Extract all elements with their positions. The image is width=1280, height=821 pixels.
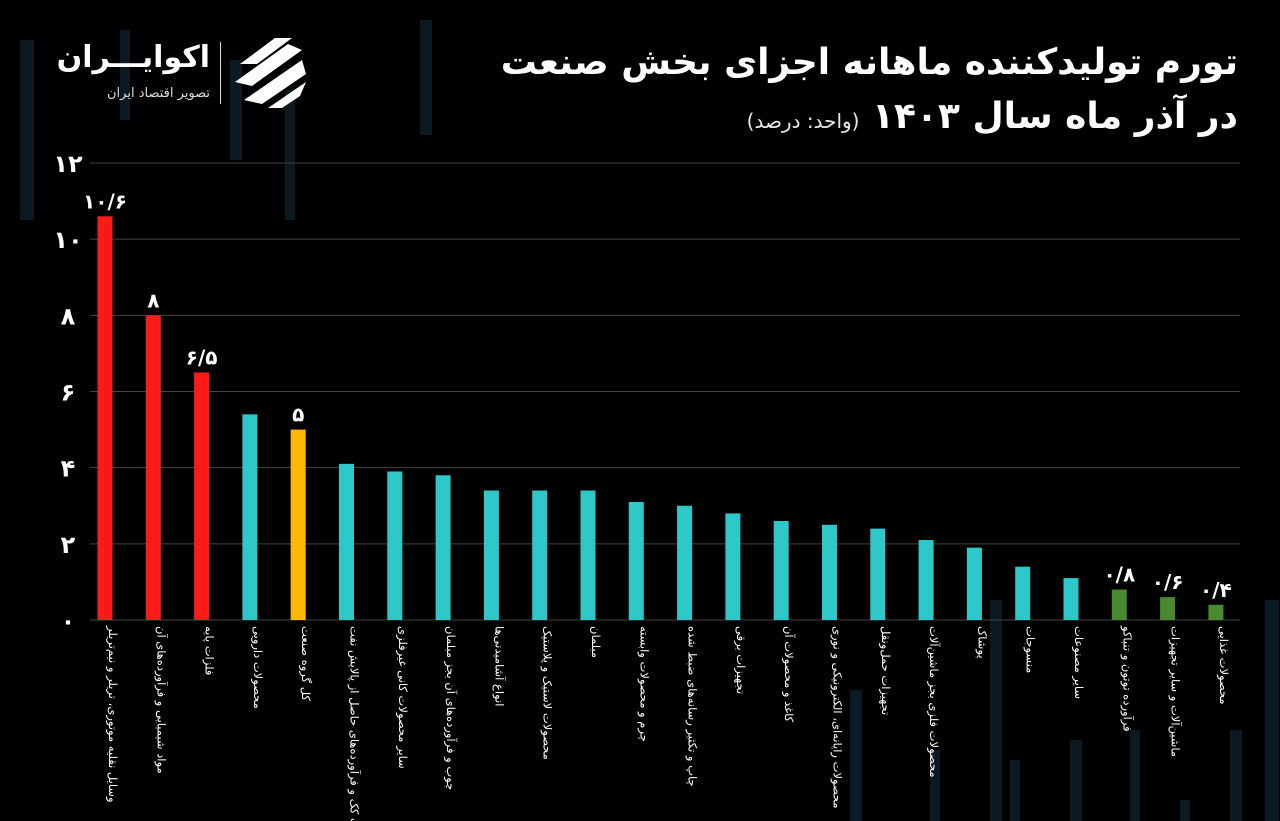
- bar: [1160, 597, 1176, 620]
- bar: [918, 540, 934, 620]
- data-label: ۵: [292, 403, 304, 427]
- bar: [483, 490, 499, 620]
- logo: اکوایـــران تصویر اقتصاد ایران: [50, 34, 320, 114]
- x-tick-label: فرآورده توتون و تنباکو: [1119, 625, 1134, 732]
- y-tick-label: ۰: [61, 607, 76, 635]
- y-axis-ticks: ۰ ۲ ۴ ۶ ۸ ۱۰ ۱۲: [53, 150, 83, 635]
- x-tick-label: انواع آشامیدنی‌ها: [491, 626, 506, 706]
- chart-title: تورم تولیدکننده ماهانه اجزای بخش صنعت: [500, 42, 1238, 83]
- logo-subtitle: تصویر اقتصاد ایران: [107, 86, 210, 101]
- x-tick-label: محصولات فلزی بجز ماشین‌آلات: [926, 626, 941, 778]
- bar: [145, 315, 161, 620]
- y-tick-label: ۶: [61, 379, 76, 407]
- bar: [387, 471, 403, 620]
- bar: [97, 216, 113, 621]
- bar: [1015, 566, 1031, 620]
- x-tick-label: مبلمان: [589, 626, 603, 658]
- x-tick-label: محصولات غذایی: [1216, 626, 1231, 705]
- x-tick-label: فلزات پایه: [202, 626, 217, 675]
- bar: [725, 513, 741, 620]
- y-tick-label: ۲: [61, 531, 76, 559]
- bar: [870, 528, 886, 620]
- x-tick-label: پوشاک: [974, 626, 989, 659]
- bar: [339, 463, 354, 620]
- x-tick-label: ساخت کک و فرآورده‌های حاصل از پالایش نفت: [347, 626, 362, 821]
- x-tick-label: وسایل نقلیه موتوری، تریلر و نیم‌تریلر: [105, 625, 120, 803]
- data-label: ۶/۵: [186, 345, 218, 369]
- bar: [628, 501, 644, 620]
- x-tick-label: مواد شیمیایی و فرآورده‌های آن: [153, 626, 168, 774]
- x-tick-label: سایر مصنوعات: [1071, 626, 1086, 699]
- x-tick-label: کاغذ و محصولات آن: [781, 626, 796, 723]
- x-tick-label: چاپ و تکثیر رسانه‌های ضبط شده: [685, 626, 700, 787]
- data-label: ۸: [147, 288, 159, 312]
- x-tick-label: محصولات دارویی: [250, 626, 265, 709]
- logo-mark-icon: [235, 38, 306, 108]
- x-tick-label: تجهیزات برقی: [733, 626, 748, 694]
- logo-name: اکوایـــران: [56, 40, 210, 75]
- data-labels: ۱۰/۶ ۸ ۶/۵ ۵ ۰/۸ ۰/۶ ۰/۴: [83, 189, 1232, 601]
- bar: [1208, 604, 1224, 620]
- y-tick-label: ۸: [61, 302, 76, 330]
- bar: [435, 475, 451, 620]
- logo-divider: [220, 42, 221, 104]
- x-tick-label: سایر محصولات کانی غیرفلزی: [395, 626, 410, 769]
- data-label: ۱۰/۶: [83, 189, 127, 213]
- x-tick-label: محصولات لاستیک و پلاستیک: [540, 626, 555, 760]
- bar: [242, 414, 258, 620]
- bar: [1111, 589, 1127, 620]
- bar: [677, 505, 693, 620]
- x-tick-label: چرم و محصولات وابسته: [636, 626, 651, 742]
- x-tick-label: منسوجات: [1023, 626, 1038, 673]
- bar: [290, 429, 306, 620]
- unit-label: (واحد: درصد): [746, 109, 860, 133]
- bar: [822, 524, 837, 620]
- x-tick-label: چوب و فرآورده‌های آن بجز مبلمان: [443, 626, 458, 790]
- bar: [1063, 578, 1079, 620]
- x-axis-labels: وسایل نقلیه موتوری، تریلر و نیم‌تریلر موا…: [105, 625, 1231, 821]
- grid-lines: [90, 162, 1240, 621]
- bar: [966, 547, 982, 620]
- y-tick-label: ۱۲: [53, 150, 83, 178]
- chart-subtitle: در آذر ماه سال ۱۴۰۳ (واحد: درصد): [747, 96, 1238, 137]
- bar: [580, 490, 596, 620]
- x-tick-label: کل گروه صنعت: [298, 626, 313, 701]
- bars: [97, 216, 1224, 621]
- data-label: ۰/۴: [1200, 578, 1232, 602]
- x-tick-label: ماشین‌آلات و سایر تجهیزات: [1168, 626, 1183, 757]
- bar: [532, 490, 548, 620]
- bar: [773, 520, 789, 620]
- chart-subtitle-text: در آذر ماه سال ۱۴۰۳: [872, 96, 1238, 137]
- bar: [194, 372, 210, 620]
- y-tick-label: ۱۰: [53, 226, 82, 254]
- y-tick-label: ۴: [61, 455, 76, 483]
- data-label: ۰/۶: [1152, 570, 1184, 594]
- x-tick-label: محصولات رایانه‌ای، الکترونیکی و نوری: [830, 626, 845, 809]
- data-label: ۰/۸: [1103, 563, 1135, 587]
- x-tick-label: تجهیزات حمل‌ونقل: [878, 626, 893, 715]
